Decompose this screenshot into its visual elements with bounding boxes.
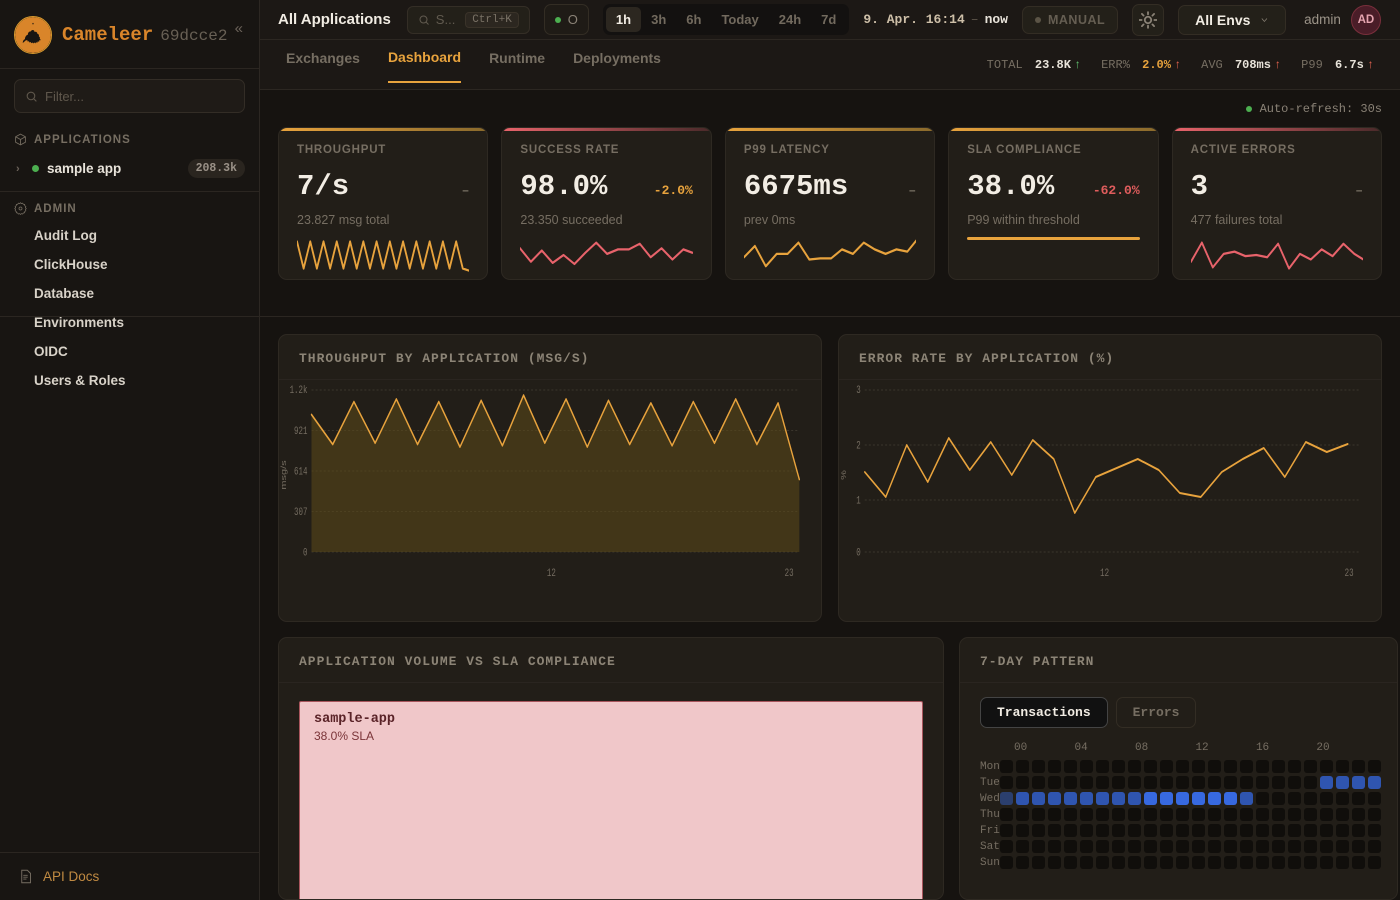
svg-text:23: 23 <box>785 567 794 580</box>
svg-text:1.2k: 1.2k <box>290 384 308 397</box>
svg-text:1: 1 <box>856 494 861 507</box>
svg-text:msg/s: msg/s <box>279 460 288 490</box>
svg-text:12: 12 <box>547 567 556 580</box>
svg-text:12: 12 <box>1100 567 1109 580</box>
svg-text:%: % <box>839 470 848 480</box>
svg-text:2: 2 <box>856 439 860 452</box>
svg-text:3: 3 <box>856 384 861 397</box>
svg-text:0: 0 <box>303 546 308 559</box>
svg-text:23: 23 <box>1345 567 1354 580</box>
svg-text:921: 921 <box>294 425 308 438</box>
svg-text:0: 0 <box>856 546 861 559</box>
svg-text:307: 307 <box>294 506 307 519</box>
svg-text:614: 614 <box>294 465 308 478</box>
